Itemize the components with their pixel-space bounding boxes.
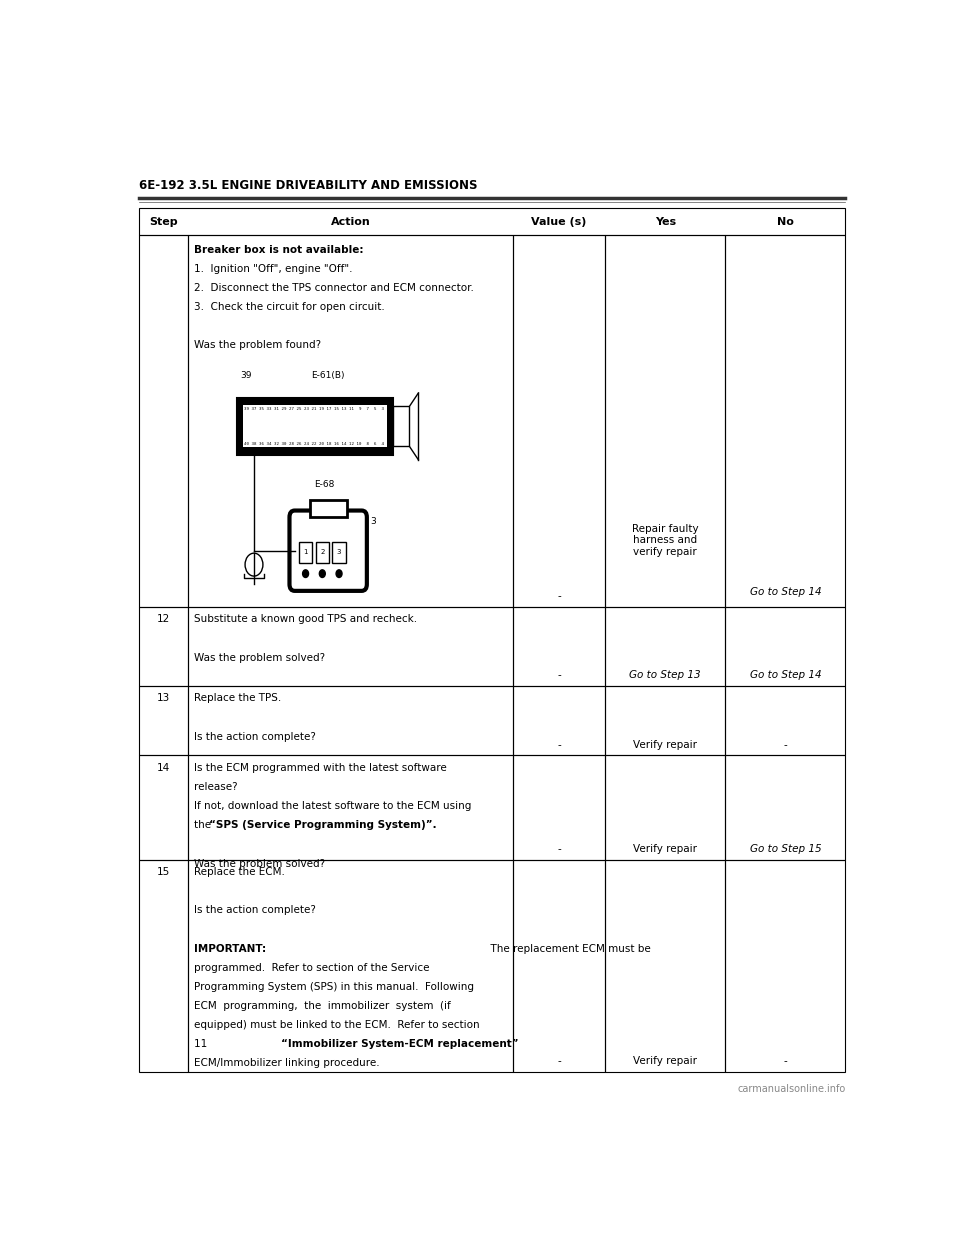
- Bar: [605, 755, 725, 859]
- Bar: [138, 859, 188, 1072]
- Text: Verify repair: Verify repair: [634, 1056, 697, 1066]
- Text: Is the action complete?: Is the action complete?: [194, 905, 316, 915]
- Text: programmed.  Refer to section of the Service: programmed. Refer to section of the Serv…: [194, 963, 429, 972]
- Circle shape: [302, 570, 308, 578]
- Text: 11: 11: [194, 1040, 210, 1049]
- Text: -: -: [783, 1056, 787, 1066]
- Bar: [188, 755, 514, 859]
- Bar: [188, 235, 514, 606]
- Text: Go to ​Step​ 14: Go to ​Step​ 14: [750, 587, 821, 597]
- Circle shape: [320, 570, 325, 578]
- Text: 1.  Ignition "Off", engine "Off".: 1. Ignition "Off", engine "Off".: [194, 263, 352, 273]
- Bar: [514, 606, 605, 686]
- Text: 12: 12: [156, 615, 170, 625]
- Text: IMPORTANT:: IMPORTANT:: [194, 944, 266, 954]
- Text: “Immobilizer System-ECM replacement”: “Immobilizer System-ECM replacement”: [281, 1040, 518, 1049]
- Text: -: -: [557, 591, 561, 601]
- Text: Replace the ECM.: Replace the ECM.: [194, 867, 285, 877]
- Bar: [394, 406, 410, 446]
- Text: Is the ECM programmed with the latest software: Is the ECM programmed with the latest so…: [194, 763, 446, 773]
- Bar: [725, 859, 846, 1072]
- Bar: [725, 235, 846, 606]
- Bar: [605, 686, 725, 755]
- Text: Breaker box is not available:: Breaker box is not available:: [194, 245, 364, 255]
- Text: 6E-192 3.5L ENGINE DRIVEABILITY AND EMISSIONS: 6E-192 3.5L ENGINE DRIVEABILITY AND EMIS…: [138, 179, 477, 193]
- Bar: [332, 542, 346, 563]
- Bar: [316, 542, 329, 563]
- Text: Verify repair: Verify repair: [634, 739, 697, 750]
- Bar: [605, 859, 725, 1072]
- Text: 3.  Check the circuit for open circuit.: 3. Check the circuit for open circuit.: [194, 302, 385, 312]
- FancyBboxPatch shape: [290, 510, 367, 591]
- Text: E-61(B): E-61(B): [311, 371, 345, 380]
- Text: 13: 13: [156, 693, 170, 703]
- Bar: [138, 209, 846, 235]
- Text: ECM  programming,  the  immobilizer  system  (if: ECM programming, the immobilizer system …: [194, 1001, 451, 1011]
- Bar: [299, 542, 312, 563]
- Text: the: the: [194, 821, 214, 831]
- Bar: [725, 755, 846, 859]
- Bar: [725, 686, 846, 755]
- Text: 14: 14: [156, 763, 170, 773]
- Text: Substitute a known good TPS and recheck.: Substitute a known good TPS and recheck.: [194, 615, 418, 625]
- Bar: [138, 686, 188, 755]
- Text: equipped) must be linked to the ECM.  Refer to section: equipped) must be linked to the ECM. Ref…: [194, 1020, 480, 1030]
- Text: Repair faulty
harness and
verify repair: Repair faulty harness and verify repair: [632, 524, 699, 556]
- Text: -: -: [557, 843, 561, 853]
- Text: 3: 3: [371, 517, 376, 527]
- Bar: [138, 606, 188, 686]
- Text: Programming System (SPS) in this manual.  Following: Programming System (SPS) in this manual.…: [194, 982, 474, 992]
- Bar: [514, 686, 605, 755]
- Text: Was the problem solved?: Was the problem solved?: [194, 652, 325, 662]
- Bar: [310, 501, 347, 517]
- Text: Was the problem found?: Was the problem found?: [194, 340, 322, 350]
- Text: Replace the TPS.: Replace the TPS.: [194, 693, 281, 703]
- Text: Yes: Yes: [655, 216, 676, 227]
- Text: “SPS (Service Programming System)”.: “SPS (Service Programming System)”.: [209, 821, 437, 831]
- Bar: [514, 859, 605, 1072]
- Text: Is the action complete?: Is the action complete?: [194, 732, 316, 741]
- Text: 15: 15: [156, 867, 170, 877]
- Text: 40 38 36 34 32 30 28 26 24 22 20 18 16 14 12 10  8  6  4  2: 40 38 36 34 32 30 28 26 24 22 20 18 16 1…: [245, 441, 392, 446]
- Text: The replacement ECM must be: The replacement ECM must be: [484, 944, 651, 954]
- Bar: [514, 755, 605, 859]
- Bar: [243, 405, 387, 447]
- Bar: [188, 686, 514, 755]
- Text: If not, download the latest software to the ECM using: If not, download the latest software to …: [194, 801, 471, 811]
- Text: No: No: [777, 216, 794, 227]
- Text: E-68: E-68: [315, 479, 335, 488]
- Text: 2.  Disconnect the TPS connector and ECM connector.: 2. Disconnect the TPS connector and ECM …: [194, 283, 474, 293]
- Text: 3: 3: [337, 549, 342, 555]
- Text: 39 37 35 33 31 29 27 25 23 21 19 17 15 13 11  9  7  5  3  1: 39 37 35 33 31 29 27 25 23 21 19 17 15 1…: [245, 407, 392, 411]
- Text: release?: release?: [194, 782, 238, 792]
- Bar: [725, 606, 846, 686]
- Circle shape: [336, 570, 342, 578]
- Text: -: -: [557, 1056, 561, 1066]
- Bar: [188, 859, 514, 1072]
- Text: 2: 2: [320, 549, 324, 555]
- Text: Value (s): Value (s): [532, 216, 587, 227]
- Bar: [514, 235, 605, 606]
- Text: carmanualsonline.info: carmanualsonline.info: [737, 1084, 846, 1094]
- Bar: [138, 755, 188, 859]
- Text: Was the problem solved?: Was the problem solved?: [194, 858, 325, 868]
- Text: Verify repair: Verify repair: [634, 843, 697, 853]
- Bar: [237, 397, 394, 455]
- Bar: [605, 235, 725, 606]
- Text: Step: Step: [149, 216, 178, 227]
- Text: ECM/Immobilizer linking procedure.: ECM/Immobilizer linking procedure.: [194, 1058, 379, 1068]
- Text: 1: 1: [303, 549, 308, 555]
- Text: -: -: [783, 739, 787, 750]
- Bar: [188, 606, 514, 686]
- Text: 39: 39: [240, 371, 252, 380]
- Text: -: -: [557, 739, 561, 750]
- Text: -: -: [557, 671, 561, 681]
- Text: Action: Action: [331, 216, 371, 227]
- Text: Go to ​Step​ 14: Go to ​Step​ 14: [750, 671, 821, 681]
- Text: Go to ​Step​ 15: Go to ​Step​ 15: [750, 843, 821, 853]
- Text: Go to ​Step​ 13: Go to ​Step​ 13: [630, 671, 701, 681]
- Bar: [138, 235, 188, 606]
- Bar: [605, 606, 725, 686]
